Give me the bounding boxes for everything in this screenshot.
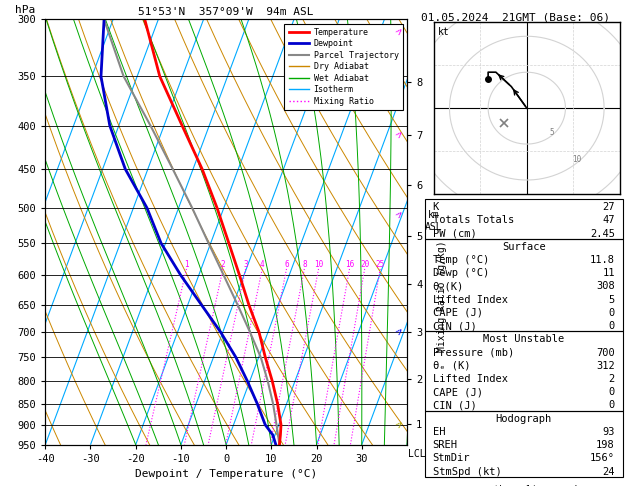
Text: 20: 20 [360, 260, 369, 269]
Text: >: > [394, 26, 406, 37]
Text: 24: 24 [603, 467, 615, 477]
Text: 0: 0 [608, 321, 615, 331]
Text: Lifted Index: Lifted Index [433, 374, 508, 384]
Text: 10: 10 [314, 260, 323, 269]
Text: 700: 700 [596, 347, 615, 358]
Text: 10: 10 [572, 155, 582, 164]
Text: 16: 16 [345, 260, 354, 269]
Text: θₑ(K): θₑ(K) [433, 281, 464, 292]
Text: Temp (°C): Temp (°C) [433, 255, 489, 265]
Text: 198: 198 [596, 440, 615, 450]
Text: 2.45: 2.45 [590, 228, 615, 239]
Legend: Temperature, Dewpoint, Parcel Trajectory, Dry Adiabat, Wet Adiabat, Isotherm, Mi: Temperature, Dewpoint, Parcel Trajectory… [284, 24, 403, 110]
Text: Pressure (mb): Pressure (mb) [433, 347, 514, 358]
Text: Dewp (°C): Dewp (°C) [433, 268, 489, 278]
Text: 47: 47 [603, 215, 615, 226]
Text: 5: 5 [550, 128, 554, 137]
Text: 2: 2 [608, 374, 615, 384]
Text: 3: 3 [243, 260, 248, 269]
Text: LCL: LCL [408, 449, 426, 459]
Bar [425, 411, 623, 477]
Text: 8: 8 [302, 260, 307, 269]
Text: 0: 0 [608, 308, 615, 318]
Text: 27: 27 [603, 202, 615, 212]
Text: 4: 4 [260, 260, 265, 269]
Text: CIN (J): CIN (J) [433, 400, 476, 411]
Text: 25: 25 [376, 260, 385, 269]
Text: 01.05.2024  21GMT (Base: 06): 01.05.2024 21GMT (Base: 06) [421, 12, 610, 22]
Text: CIN (J): CIN (J) [433, 321, 476, 331]
Text: >: > [394, 209, 406, 221]
Text: 156°: 156° [590, 453, 615, 463]
Text: 2: 2 [221, 260, 225, 269]
Text: Totals Totals: Totals Totals [433, 215, 514, 226]
Text: 0: 0 [608, 387, 615, 397]
Text: StmDir: StmDir [433, 453, 470, 463]
Text: EH: EH [433, 427, 445, 437]
Text: >: > [394, 326, 406, 338]
Text: 308: 308 [596, 281, 615, 292]
Y-axis label: hPa: hPa [15, 5, 35, 15]
Text: K: K [433, 202, 439, 212]
Bar [425, 199, 623, 239]
Text: SREH: SREH [433, 440, 457, 450]
Text: Hodograph: Hodograph [496, 414, 552, 424]
Text: Lifted Index: Lifted Index [433, 295, 508, 305]
Y-axis label: km
ASL: km ASL [425, 210, 442, 232]
Text: CAPE (J): CAPE (J) [433, 308, 482, 318]
Title: 51°53'N  357°09'W  94m ASL: 51°53'N 357°09'W 94m ASL [138, 7, 314, 17]
Bar [425, 239, 623, 331]
Text: 11.8: 11.8 [590, 255, 615, 265]
Text: 6: 6 [284, 260, 289, 269]
Text: PW (cm): PW (cm) [433, 228, 476, 239]
Text: >: > [394, 129, 406, 140]
Text: kt: kt [438, 27, 450, 37]
Text: StmSpd (kt): StmSpd (kt) [433, 467, 501, 477]
Text: 0: 0 [608, 400, 615, 411]
Text: 5: 5 [608, 295, 615, 305]
X-axis label: Dewpoint / Temperature (°C): Dewpoint / Temperature (°C) [135, 469, 317, 479]
Text: θₑ (K): θₑ (K) [433, 361, 470, 371]
Text: 93: 93 [603, 427, 615, 437]
Text: 11: 11 [603, 268, 615, 278]
Bar [425, 331, 623, 411]
Text: Surface: Surface [502, 242, 545, 252]
Text: >: > [394, 419, 406, 431]
Text: Mixing Ratio (g/kg): Mixing Ratio (g/kg) [437, 240, 447, 352]
Text: CAPE (J): CAPE (J) [433, 387, 482, 397]
Text: 312: 312 [596, 361, 615, 371]
Text: Most Unstable: Most Unstable [483, 334, 564, 345]
Text: 1: 1 [184, 260, 189, 269]
